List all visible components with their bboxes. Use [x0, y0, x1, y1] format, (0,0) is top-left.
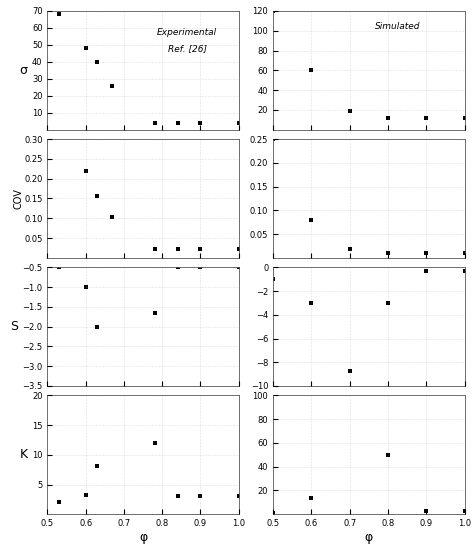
X-axis label: φ: φ	[139, 531, 147, 544]
Y-axis label: S: S	[10, 320, 18, 333]
Y-axis label: σ: σ	[19, 64, 27, 77]
Text: Experimental: Experimental	[157, 28, 217, 37]
Y-axis label: COV: COV	[13, 188, 24, 209]
X-axis label: φ: φ	[365, 531, 373, 544]
Y-axis label: K: K	[19, 449, 28, 461]
Text: Ref. [26]: Ref. [26]	[168, 44, 207, 54]
Text: Simulated: Simulated	[375, 22, 420, 31]
